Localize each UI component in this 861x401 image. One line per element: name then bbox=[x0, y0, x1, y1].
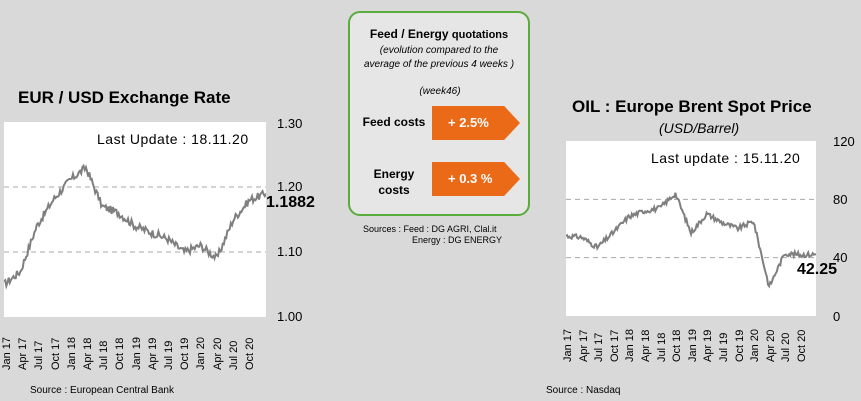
x-tick-label: Jul 20 bbox=[780, 332, 793, 362]
quotations-sources-2: Energy : DG ENERGY bbox=[412, 235, 503, 245]
x-tick-label: Oct 19 bbox=[733, 329, 746, 362]
oil-last-update: Last update : 15.11.20 bbox=[651, 150, 801, 166]
x-tick-label: Apr 18 bbox=[82, 337, 94, 370]
quotations-week: (week46) bbox=[419, 86, 461, 97]
x-tick-label: Jan 17 bbox=[1, 336, 13, 370]
oil-ytick-label: 120 bbox=[833, 134, 855, 149]
x-tick-label: Jul 17 bbox=[593, 332, 606, 362]
x-tick-label: Jan 20 bbox=[195, 336, 208, 370]
eur-ytick-label: 1.30 bbox=[277, 116, 303, 131]
x-tick-label: Jan 19 bbox=[686, 328, 699, 362]
x-tick-label: Jul 18 bbox=[98, 340, 111, 370]
x-tick-label: Oct 17 bbox=[49, 337, 62, 370]
x-tick-label: Oct 18 bbox=[671, 329, 684, 362]
feed-costs-arrow: + 2.5% bbox=[432, 106, 520, 140]
energy-costs-label: Energy costs bbox=[373, 167, 415, 197]
x-tick-label: Oct 18 bbox=[114, 337, 127, 370]
x-tick-label: Oct 20 bbox=[796, 329, 808, 362]
eur-ytick-label: 1.00 bbox=[277, 309, 303, 324]
eur-ytick-label: 1.10 bbox=[277, 244, 303, 259]
oil-line-chart bbox=[565, 192, 817, 289]
eur-last-value: 1.1882 bbox=[266, 194, 315, 211]
oil-plot-area bbox=[565, 141, 817, 316]
x-tick-label: Jan 19 bbox=[130, 336, 143, 370]
eur-line-chart bbox=[3, 163, 267, 290]
oil-ytick-label: 0 bbox=[833, 309, 841, 324]
series-line bbox=[565, 192, 817, 289]
x-tick-label: Oct 17 bbox=[608, 329, 621, 362]
oil-chart-subtitle: (USD/Barrel) bbox=[659, 120, 740, 136]
series-line bbox=[3, 163, 267, 290]
x-tick-label: Oct 20 bbox=[244, 337, 256, 370]
oil-ytick-label: 80 bbox=[833, 192, 848, 207]
x-tick-label: Apr 18 bbox=[640, 329, 652, 362]
x-tick-label: Jan 20 bbox=[749, 328, 762, 362]
x-tick-label: Oct 19 bbox=[179, 337, 192, 370]
x-tick-label: Jan 17 bbox=[562, 328, 574, 362]
eur-ytick-label: 1.20 bbox=[277, 179, 303, 194]
oil-ytick-label: 40 bbox=[833, 250, 848, 265]
x-tick-label: Jul 17 bbox=[33, 340, 46, 370]
feed-costs-label: Feed costs bbox=[362, 115, 426, 129]
x-tick-label: Apr 20 bbox=[764, 329, 777, 362]
x-tick-label: Apr 19 bbox=[146, 337, 159, 370]
x-tick-label: Jul 19 bbox=[718, 332, 730, 362]
eur-chart-title: EUR / USD Exchange Rate bbox=[18, 88, 231, 107]
x-tick-label: Jan 18 bbox=[65, 336, 78, 370]
x-tick-label: Apr 17 bbox=[577, 329, 590, 362]
quotations-note-2: average of the previous 4 weeks ) bbox=[363, 59, 515, 70]
quotations-title: Feed / Energy quotations bbox=[369, 27, 509, 41]
eur-plot-area bbox=[3, 122, 267, 317]
oil-last-value: 42.25 bbox=[797, 261, 838, 278]
eur-last-update: Last Update : 18.11.20 bbox=[97, 131, 249, 147]
x-tick-label: Jul 20 bbox=[227, 340, 240, 370]
x-tick-label: Jul 19 bbox=[163, 340, 175, 370]
oil-chart-title: OIL : Europe Brent Spot Price bbox=[572, 97, 812, 116]
x-tick-label: Jan 18 bbox=[624, 328, 637, 362]
quotations-sources-1: Sources : Feed : DG AGRI, Clal.it bbox=[363, 224, 497, 234]
oil-source: Source : Nasdaq bbox=[546, 385, 621, 396]
x-tick-label: Apr 17 bbox=[17, 337, 30, 370]
x-tick-label: Apr 20 bbox=[211, 337, 224, 370]
energy-costs-arrow: + 0.3 % bbox=[432, 162, 520, 196]
quotations-box: Feed / Energy quotations (evolution comp… bbox=[348, 11, 530, 216]
quotations-note-1: (evolution compared to the bbox=[379, 45, 499, 56]
eur-source: Source : European Central Bank bbox=[30, 385, 174, 396]
x-tick-label: Apr 19 bbox=[702, 329, 715, 362]
x-tick-label: Jul 18 bbox=[655, 332, 668, 362]
